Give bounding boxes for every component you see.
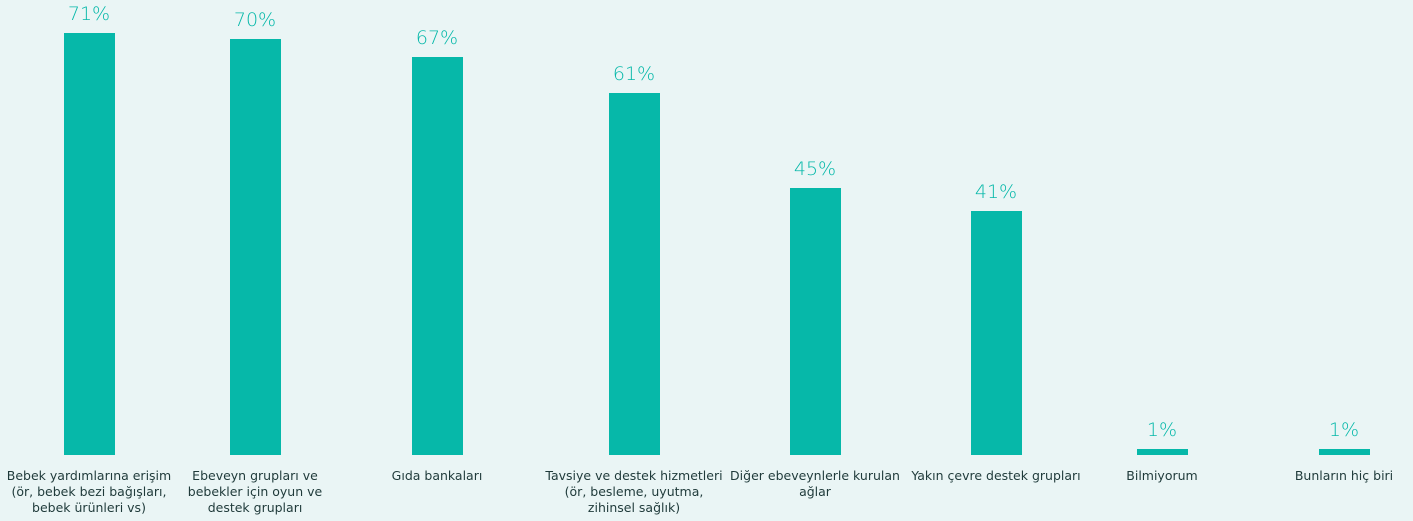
value-label: 67% xyxy=(415,27,459,50)
value-label: 71% xyxy=(67,3,111,26)
value-label: 61% xyxy=(612,62,656,85)
bar xyxy=(1136,449,1188,455)
x-tick-label: Gıda bankaları xyxy=(391,468,483,483)
value-label: 41% xyxy=(974,181,1018,204)
bar xyxy=(1318,449,1370,455)
bar xyxy=(229,39,281,455)
x-tick-label: Bilmiyorum xyxy=(1126,468,1198,483)
value-label: 45% xyxy=(793,157,837,180)
x-tick-label: Tavsiye ve destek hizmetleri (ör, beslem… xyxy=(545,468,723,515)
bar xyxy=(608,92,660,455)
x-tick-label: Diğer ebeveynlerle kurulan ağlar xyxy=(730,468,900,499)
bar xyxy=(789,187,841,455)
x-tick-label: Ebeveyn grupları ve bebekler için oyun v… xyxy=(187,468,323,515)
bar xyxy=(970,211,1022,455)
x-tick-label: Bunların hiç biri xyxy=(1294,468,1394,483)
x-tick-label: Yakın çevre destek grupları xyxy=(911,468,1081,483)
x-tick-label: Bebek yardımlarına erişim (ör, bebek bez… xyxy=(6,468,172,515)
value-label: 1% xyxy=(1146,419,1178,442)
bar xyxy=(411,57,463,455)
value-label: 1% xyxy=(1328,419,1360,442)
bar xyxy=(63,33,115,455)
value-label: 70% xyxy=(233,9,277,32)
